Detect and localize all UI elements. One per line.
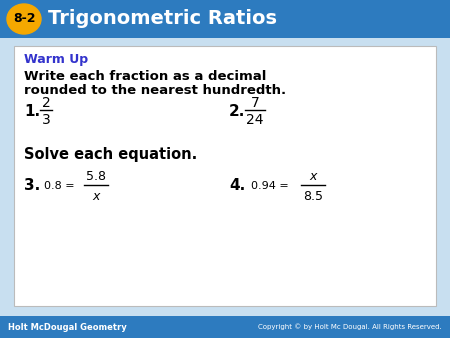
Text: 7: 7 [251, 96, 259, 110]
Text: 0.8 =: 0.8 = [44, 181, 75, 191]
Text: 8.5: 8.5 [303, 190, 323, 202]
Text: 3.: 3. [24, 178, 40, 193]
Text: x: x [92, 190, 100, 202]
Text: 2: 2 [41, 96, 50, 110]
Text: Warm Up: Warm Up [24, 53, 88, 67]
Bar [0, 0, 450, 38]
Text: 24: 24 [246, 113, 264, 127]
Text: x: x [309, 170, 317, 184]
Text: 8-2: 8-2 [13, 13, 35, 25]
Ellipse shape [7, 4, 41, 34]
Text: 0.94 =: 0.94 = [251, 181, 289, 191]
Text: Trigonometric Ratios: Trigonometric Ratios [48, 9, 277, 28]
FancyBboxPatch shape [14, 46, 436, 306]
Text: 1.: 1. [24, 103, 40, 119]
Text: 2.: 2. [229, 103, 245, 119]
Text: Solve each equation.: Solve each equation. [24, 146, 197, 162]
Text: 5.8: 5.8 [86, 170, 106, 184]
Text: Copyright © by Holt Mc Dougal. All Rights Reserved.: Copyright © by Holt Mc Dougal. All Right… [258, 324, 442, 330]
Text: 4.: 4. [229, 178, 245, 193]
Text: rounded to the nearest hundredth.: rounded to the nearest hundredth. [24, 83, 286, 97]
Text: Holt McDougal Geometry: Holt McDougal Geometry [8, 322, 127, 332]
Text: Write each fraction as a decimal: Write each fraction as a decimal [24, 70, 266, 82]
Text: 3: 3 [41, 113, 50, 127]
Bar [0, 316, 450, 338]
